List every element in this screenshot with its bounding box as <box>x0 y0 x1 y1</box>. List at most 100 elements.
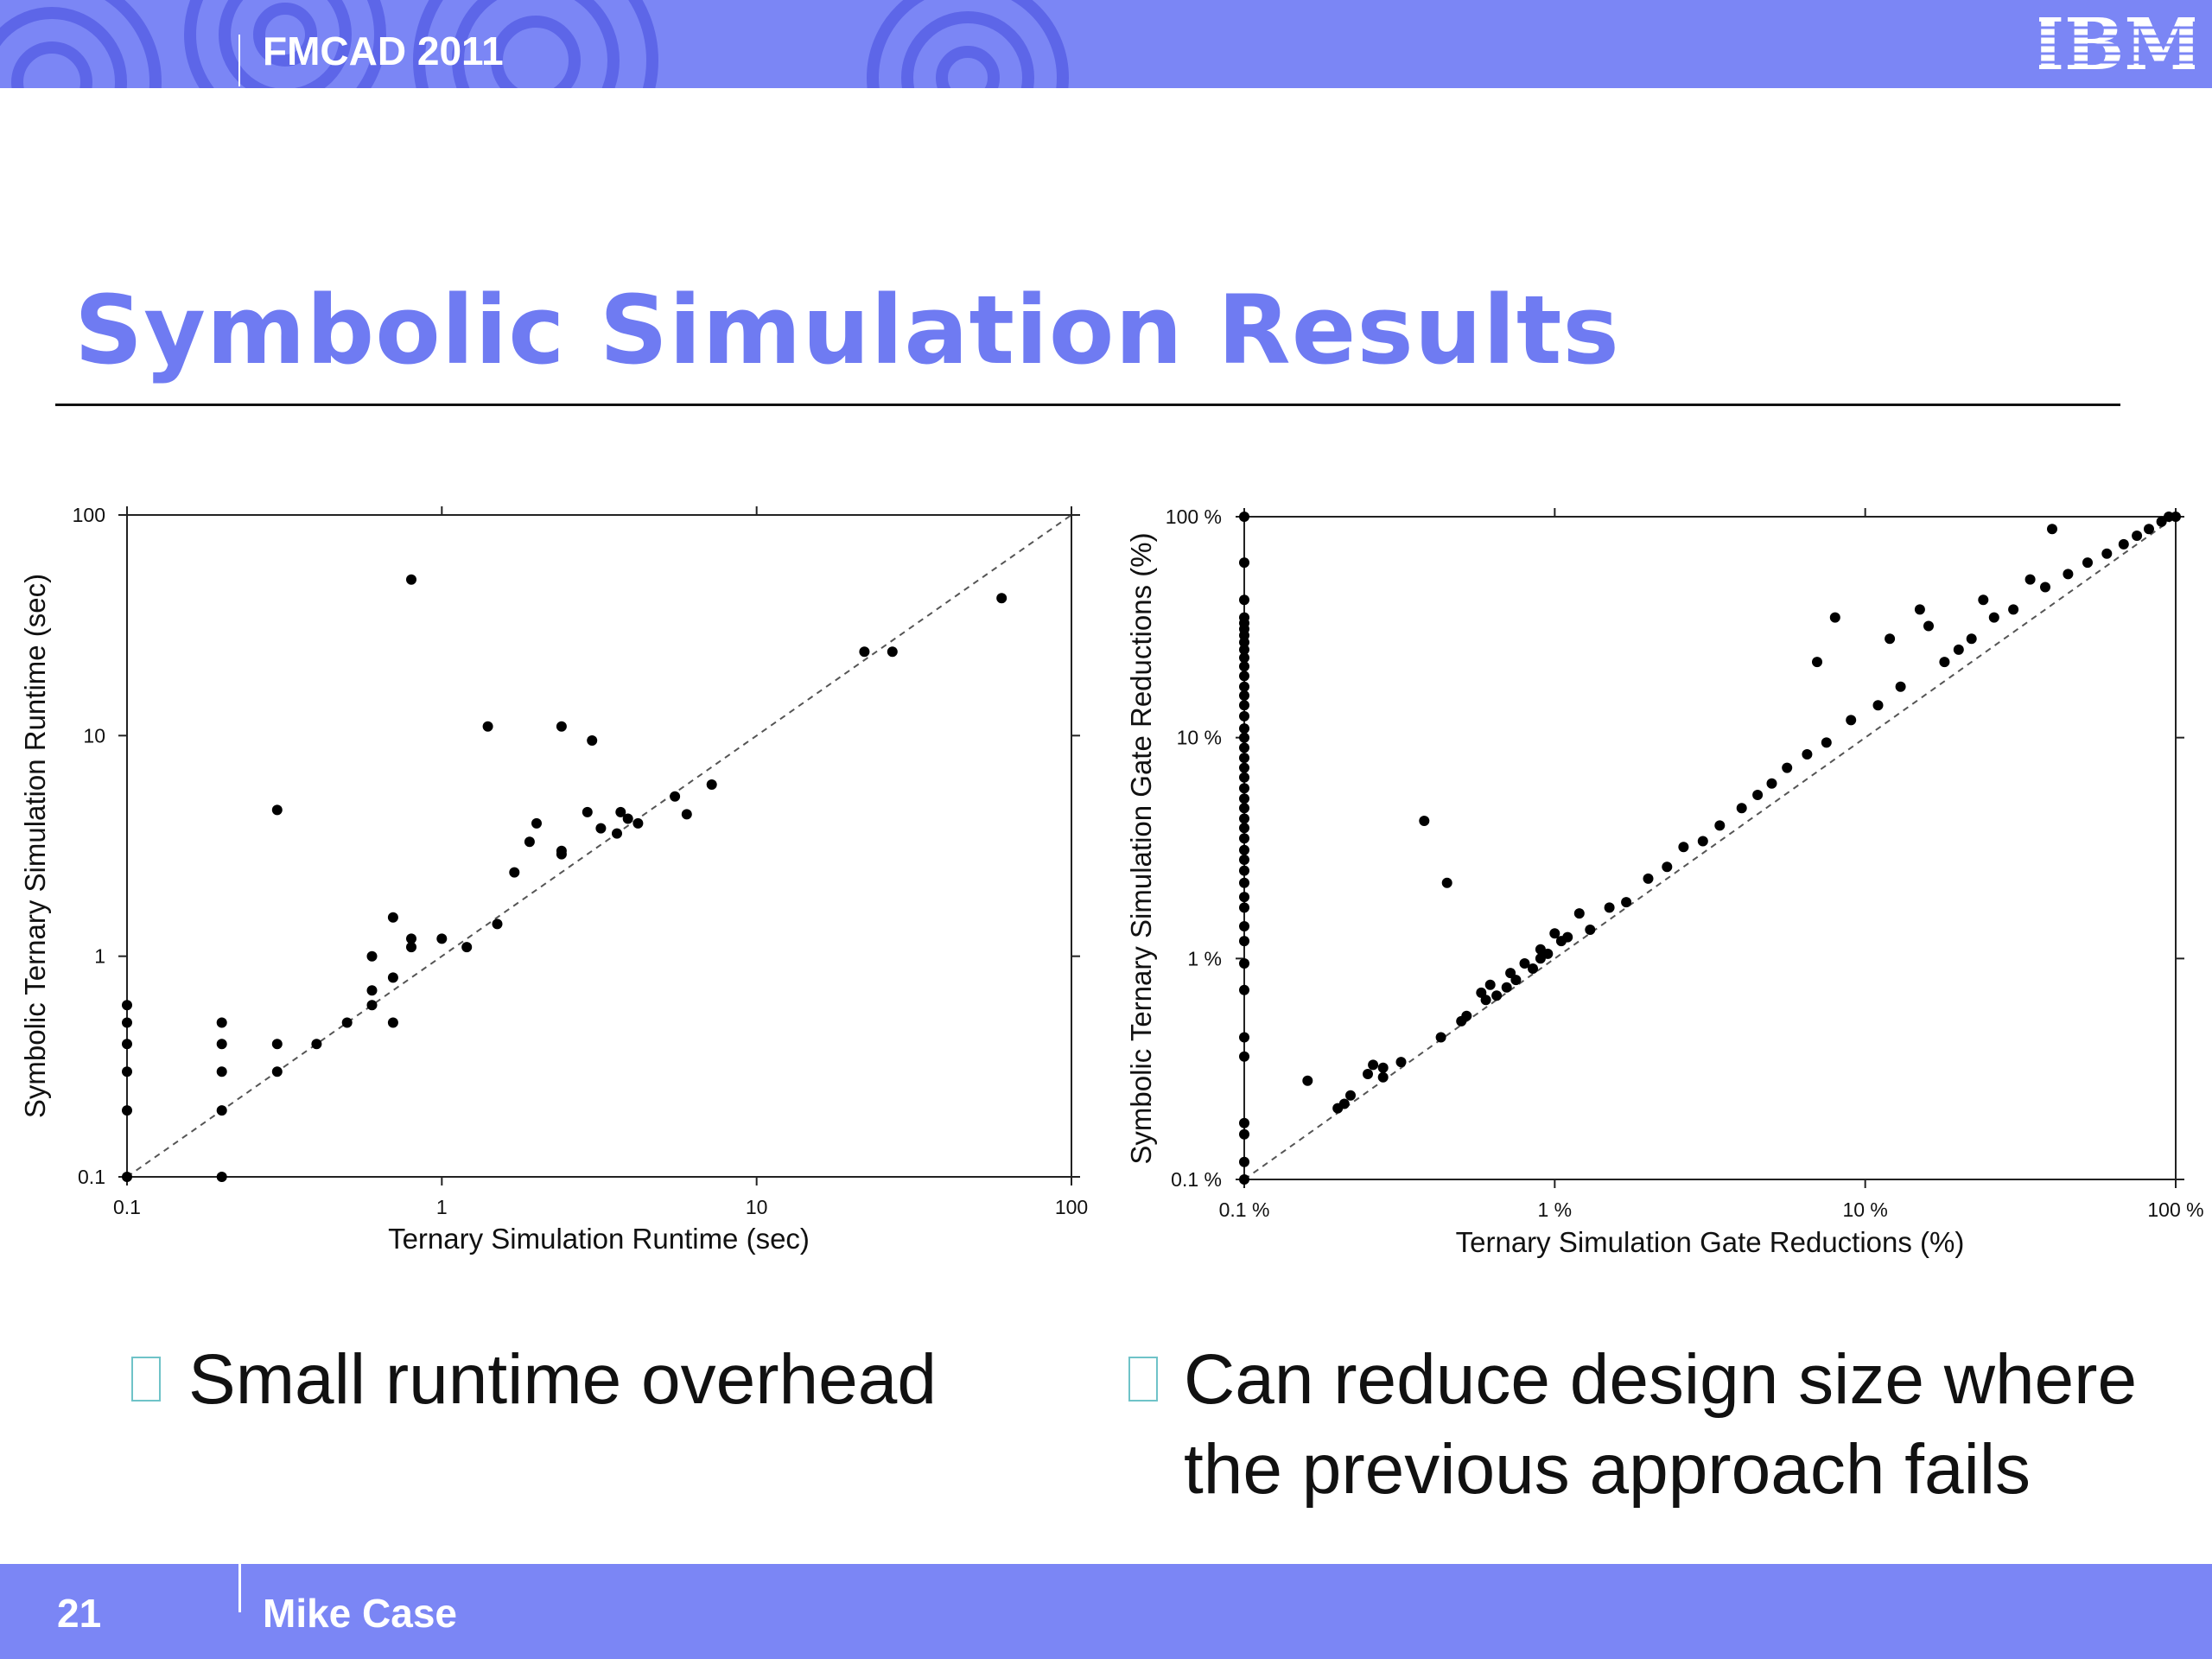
data-point <box>1484 979 1496 990</box>
data-point <box>1519 958 1530 969</box>
data-point <box>1802 749 1813 760</box>
data-point <box>1510 975 1522 986</box>
data-point <box>1435 1032 1446 1043</box>
data-point <box>1456 1015 1467 1027</box>
data-point <box>1846 715 1857 726</box>
chart-frame <box>126 514 1072 1178</box>
data-point <box>216 1039 227 1050</box>
y-axis-label: Symbolic Ternary Simulation Gate Reducti… <box>1125 532 1157 1164</box>
x-tick-label: 10 <box>746 1196 768 1218</box>
y-tick-label: 1 % <box>1187 947 1222 969</box>
data-point <box>1604 902 1615 913</box>
data-point <box>1239 902 1249 913</box>
data-point <box>2047 524 2057 535</box>
data-point <box>1914 604 1925 615</box>
data-point <box>216 1105 227 1116</box>
data-point <box>1239 557 1249 569</box>
data-point <box>122 1017 132 1028</box>
data-point <box>1239 671 1249 682</box>
data-point <box>1239 710 1249 721</box>
data-point <box>615 806 626 817</box>
data-point <box>681 809 692 820</box>
data-point <box>1939 657 1950 668</box>
data-point <box>1885 633 1896 645</box>
data-point <box>1535 953 1546 964</box>
banner-ripple-art <box>0 0 1069 88</box>
data-point <box>996 593 1007 604</box>
runtime-chart-group: 0.1 0.1 1 1 10 10 100 100 Ternary Simulation Ru… <box>19 504 1088 1255</box>
data-point <box>1714 820 1726 831</box>
y-tick-label: 100 <box>73 504 105 526</box>
y-tick-label: 1 <box>94 945 105 968</box>
data-point <box>1363 1069 1373 1079</box>
data-point <box>406 933 416 944</box>
data-point <box>1662 861 1673 873</box>
x-axis-label: Ternary Simulation Gate Reductions (%) <box>1456 1226 1965 1258</box>
y-tick-label: 0.1 <box>78 1166 105 1188</box>
bullet-marker <box>1128 1357 1158 1402</box>
data-point <box>2144 524 2154 535</box>
data-point <box>1491 990 1503 1001</box>
data-point <box>1239 652 1249 664</box>
data-point <box>1377 1062 1389 1073</box>
gate-reduction-chart-group: 0.1 % 0.1 % 1 % 1 % 10 % 10 % 100 % 100 % Terna… <box>1125 505 2204 1258</box>
data-point <box>1966 633 1977 645</box>
data-point <box>1549 928 1560 939</box>
data-point <box>1501 982 1512 993</box>
data-point <box>1395 1057 1407 1068</box>
data-point <box>1239 690 1249 701</box>
bullet-design-size: Can reduce design size where the previou… <box>1184 1335 2137 1515</box>
data-point <box>406 574 416 585</box>
data-point <box>595 823 607 834</box>
data-point <box>587 735 598 746</box>
data-point <box>1555 936 1567 947</box>
data-point <box>1239 772 1249 783</box>
data-point <box>1239 624 1249 634</box>
data-point <box>1239 984 1249 995</box>
data-point <box>406 942 416 953</box>
data-point <box>341 1017 353 1028</box>
data-point <box>1697 836 1708 847</box>
data-point <box>509 867 520 878</box>
data-point <box>1345 1090 1356 1101</box>
data-point <box>216 1066 227 1077</box>
data-point <box>1643 873 1654 884</box>
y-tick-label: 10 % <box>1177 727 1222 749</box>
data-point <box>2063 569 2074 580</box>
data-point <box>271 804 283 816</box>
data-point <box>2040 582 2050 593</box>
data-point <box>387 912 398 923</box>
ibm-logo: IBM <box>2039 10 2195 78</box>
data-point <box>1441 877 1452 888</box>
x-tick-label: 0.1 <box>113 1196 141 1218</box>
data-point <box>706 779 717 790</box>
data-point <box>1505 968 1516 979</box>
data-point <box>311 1039 322 1050</box>
data-point <box>1239 1128 1249 1140</box>
data-point <box>1528 963 1538 974</box>
bullet-line: the previous approach fails <box>1184 1430 2031 1509</box>
y-tick-label: 0.1 % <box>1171 1168 1222 1191</box>
data-point <box>387 1017 398 1028</box>
data-point <box>1736 803 1747 814</box>
data-point <box>1829 612 1840 623</box>
data-point <box>1239 681 1249 692</box>
y-axis-label: Symbolic Ternary Simulation Runtime (sec… <box>19 574 51 1118</box>
data-point <box>859 646 870 658</box>
data-point <box>1239 1156 1249 1167</box>
data-point <box>1752 790 1764 800</box>
data-point <box>1302 1075 1313 1086</box>
bullet-line: Can reduce design size where <box>1184 1340 2138 1419</box>
data-point <box>531 817 542 829</box>
bullet-marker <box>131 1357 161 1402</box>
y-tick-label: 100 % <box>1166 505 1222 528</box>
x-tick-label: 1 % <box>1538 1198 1573 1221</box>
data-point <box>1239 732 1249 743</box>
data-point <box>122 1066 132 1077</box>
page-number: 21 <box>57 1591 102 1636</box>
banner-divider <box>238 35 240 86</box>
data-point <box>556 849 567 860</box>
x-tick-label: 100 % <box>2147 1198 2203 1221</box>
data-point <box>1239 855 1249 865</box>
data-point <box>1239 1117 1249 1128</box>
